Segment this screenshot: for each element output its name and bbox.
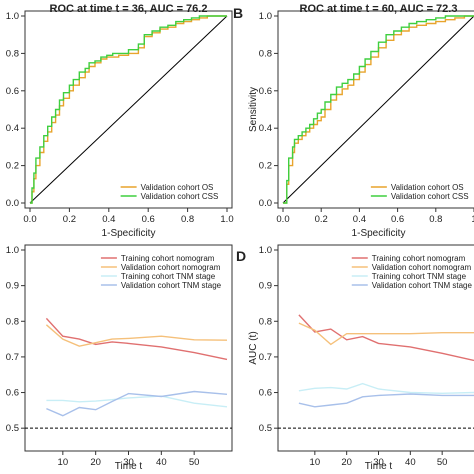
legend-label: Validation cohort nomogram <box>372 263 472 272</box>
y-tick-label: 0.8 <box>259 316 272 327</box>
y-tick-label: 0.0 <box>6 198 19 209</box>
y-axis-label: AUC (t) <box>248 331 259 364</box>
legend-label: Training cohort nomogram <box>121 254 215 263</box>
x-tick-label: 0.8 <box>429 214 442 225</box>
series-line <box>283 15 474 204</box>
y-tick-label: 0.4 <box>6 123 19 134</box>
panel-a: ROC at time t = 36, AUC = 76.2 1-Specific… <box>6 3 234 239</box>
legend-label: Validation cohort TNM stage <box>372 281 473 290</box>
y-axis-label: Sensitivity <box>248 87 259 132</box>
legend-label: Validation cohort OS <box>391 183 464 192</box>
x-axis-label: Time t <box>365 461 393 472</box>
x-tick-label: 0.0 <box>276 214 289 225</box>
y-tick-label: 1.0 <box>6 245 19 256</box>
x-tick-label: 0.4 <box>102 214 115 225</box>
legend-label: Validation cohort CSS <box>391 192 469 201</box>
chart-title: ROC at time t = 60, AUC = 72.3 <box>300 3 458 15</box>
series-line <box>298 382 474 395</box>
y-tick-label: 0.9 <box>259 281 272 292</box>
y-tick-label: 0.6 <box>259 388 272 399</box>
y-tick-label: 0.7 <box>259 352 272 363</box>
series-line <box>46 395 228 408</box>
legend-label: Validation cohort OS <box>141 183 214 192</box>
x-tick-label: 20 <box>90 457 101 468</box>
y-tick-label: 0.8 <box>6 48 19 59</box>
x-tick-label: 0.8 <box>181 214 194 225</box>
x-tick-label: 30 <box>373 457 384 468</box>
series-line <box>298 314 474 362</box>
legend-label: Validation cohort TNM stage <box>121 281 222 290</box>
legend-label: Validation cohort CSS <box>141 192 219 201</box>
x-tick-label: 0.2 <box>315 214 328 225</box>
series-line <box>45 324 228 347</box>
x-tick-label: 30 <box>123 457 134 468</box>
y-tick-label: 1.0 <box>6 11 19 22</box>
series-line <box>298 393 474 408</box>
legend-label: Training cohort nomogram <box>372 254 466 263</box>
y-tick-label: 0.4 <box>259 123 272 134</box>
panel-b: ROC at time t = 60, AUC = 72.3 B 1-Specifi… <box>233 3 474 239</box>
series-line <box>46 390 228 417</box>
x-tick-label: 40 <box>156 457 167 468</box>
y-tick-label: 0.6 <box>6 388 19 399</box>
x-axis-label: 1-Specificity <box>102 228 156 239</box>
legend-label: Validation cohort nomogram <box>121 263 221 272</box>
x-tick-label: 40 <box>405 457 416 468</box>
y-tick-label: 0.6 <box>259 86 272 97</box>
x-tick-label: 0.6 <box>142 214 155 225</box>
panel-d: D Time t AUC (t) 10 20 30 40 50 0.5 0.6 0.7 0.8 0.9 1… <box>236 244 474 472</box>
y-tick-label: 0.8 <box>6 316 19 327</box>
y-tick-label: 0.6 <box>6 86 19 97</box>
panel-letter: B <box>233 5 243 21</box>
x-tick-label: 50 <box>437 457 448 468</box>
x-axis-label: 1-Specificity <box>352 228 406 239</box>
y-tick-label: 0.9 <box>6 281 19 292</box>
plot-frame <box>24 10 233 209</box>
plot-frame <box>277 10 474 209</box>
x-tick-label: 0.4 <box>353 214 366 225</box>
panel-c: Time t 10 20 30 40 50 0.5 0.6 0.7 0.8 0.9 1.0 Traini… <box>6 244 233 472</box>
x-tick-label: 1.0 <box>220 214 233 225</box>
x-tick-label: 10 <box>58 457 69 468</box>
y-tick-label: 0.0 <box>259 198 272 209</box>
x-tick-label: 50 <box>189 457 200 468</box>
y-tick-label: 0.7 <box>6 352 19 363</box>
x-tick-label: 1 <box>471 214 474 225</box>
x-tick-label: 0.2 <box>63 214 76 225</box>
y-tick-label: 1.0 <box>259 11 272 22</box>
x-axis-label: Time t <box>115 461 143 472</box>
reference-diagonal <box>282 15 474 204</box>
reference-diagonal <box>29 15 228 204</box>
x-tick-label: 10 <box>310 457 321 468</box>
y-tick-label: 0.8 <box>259 48 272 59</box>
series-line <box>283 15 474 204</box>
x-tick-label: 20 <box>341 457 352 468</box>
legend-label: Training cohort TNM stage <box>372 272 467 281</box>
y-tick-label: 0.5 <box>259 423 272 434</box>
x-tick-label: 0.6 <box>391 214 404 225</box>
y-tick-label: 0.2 <box>6 161 19 172</box>
panel-letter: D <box>236 248 246 264</box>
x-tick-label: 0.0 <box>23 214 36 225</box>
y-tick-label: 0.2 <box>259 161 272 172</box>
series-line <box>45 317 228 361</box>
legend-label: Training cohort TNM stage <box>121 272 216 281</box>
series-line <box>298 322 474 346</box>
series-line <box>30 15 227 204</box>
chart-title: ROC at time t = 36, AUC = 76.2 <box>50 3 208 15</box>
y-tick-label: 0.5 <box>6 423 19 434</box>
y-tick-label: 1.0 <box>259 245 272 256</box>
